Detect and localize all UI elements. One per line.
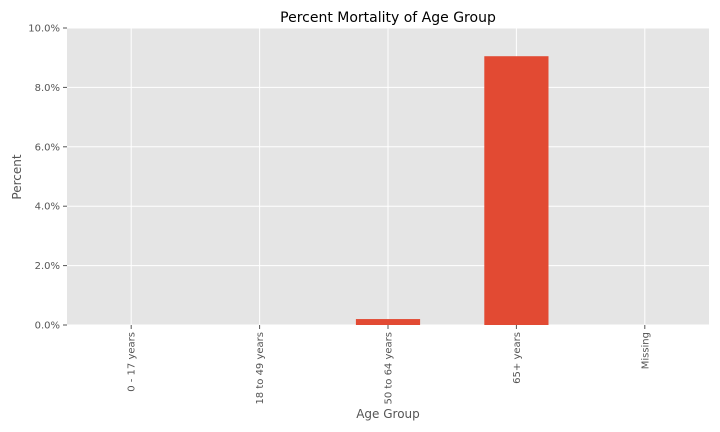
x-tick-label: 0 - 17 years xyxy=(127,332,138,392)
y-tick-label: 4.0% xyxy=(35,202,60,213)
y-tick-label: 2.0% xyxy=(35,261,60,272)
y-axis-label: Percent xyxy=(10,154,24,199)
bars xyxy=(355,56,549,326)
y-tick-label: 10.0% xyxy=(28,24,60,35)
y-tick-label: 8.0% xyxy=(35,83,60,94)
chart-title: Percent Mortality of Age Group xyxy=(280,10,496,26)
y-tick-label: 6.0% xyxy=(35,142,60,153)
x-tick-label: 18 to 49 years xyxy=(255,332,266,405)
bar xyxy=(355,319,421,325)
x-tick-label: 50 to 64 years xyxy=(384,332,395,405)
x-tick-label: 65+ years xyxy=(512,332,523,384)
x-tick-label: Missing xyxy=(640,332,651,369)
x-axis-label: Age Group xyxy=(356,407,420,421)
x-axis-ticks: 0 - 17 years 18 to 49 years 50 to 64 years… xyxy=(127,325,651,405)
y-axis-ticks: 0.0% 2.0% 4.0% 6.0% 8.0% 10.0% xyxy=(28,24,67,332)
y-tick-label: 0.0% xyxy=(35,321,60,332)
bar xyxy=(484,56,549,326)
